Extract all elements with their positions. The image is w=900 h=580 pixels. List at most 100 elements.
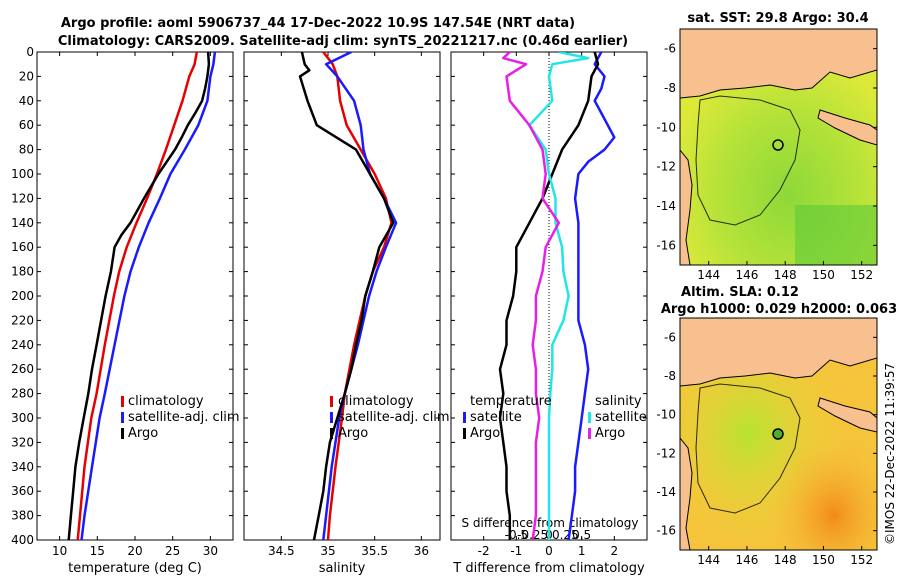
legend-marker-s-satellite (588, 412, 591, 423)
series-line-s-satellite (528, 52, 590, 540)
sst-map-frame (679, 28, 878, 266)
island-land (817, 397, 877, 433)
legend-title-temperature: temperature (470, 394, 552, 409)
sla-map-frame (679, 317, 878, 551)
s-tick-label: 0.25 (552, 528, 579, 542)
map-y-tick-label: -12 (656, 160, 676, 174)
series-line-satellite-adj-clim (322, 52, 398, 540)
map-x-tick-label: 144 (697, 268, 720, 282)
legend-title-salinity: salinity (595, 394, 642, 409)
x-tick-label: -1 (510, 544, 522, 558)
map-x-tick-label: 150 (812, 553, 835, 567)
legend-label-argo: Argo (338, 426, 368, 441)
series-group (298, 52, 398, 540)
legend-marker-climatology (121, 396, 124, 407)
legend-marker-t-satellite (463, 412, 466, 423)
y-tick-label: 300 (11, 411, 34, 425)
x-tick-label: 36 (414, 544, 429, 558)
argo-location-marker (772, 139, 784, 151)
map-x-tick-label: 146 (735, 268, 758, 282)
x-axis-label: salinity (319, 561, 366, 576)
map-y-tick-label: -6 (664, 42, 676, 56)
legend-label-climatology: climatology (128, 394, 204, 409)
y-tick-label: 20 (19, 69, 34, 83)
sst-contour (695, 95, 801, 226)
sst-map-axes: 144 146 148 150 152 -6 -8 -10 -12 -14 -16 (656, 42, 877, 282)
temperature-chart: 0 20 40 60 80 100 120 140 160 180 200 220 240 260 280 3… (11, 45, 233, 576)
y-tick-label: 100 (11, 167, 34, 181)
y-tick-label: 160 (11, 240, 34, 254)
y-tick-label: 60 (19, 118, 34, 132)
y-tick-label: 260 (11, 362, 34, 376)
y-tick-label: 220 (11, 313, 34, 327)
sla-map (680, 318, 877, 550)
map-y-tick-label: -8 (664, 81, 676, 95)
x-axis-label: temperature (deg C) (68, 561, 202, 576)
series-line-argo (67, 52, 211, 540)
map-x-tick-label: 148 (774, 553, 797, 567)
map-y-tick-label: -12 (656, 446, 676, 460)
title-line-2: Climatology: CARS2009. Satellite-adj cli… (58, 34, 628, 49)
map-y-tick-label: -16 (656, 238, 676, 252)
x-tick-label: 20 (127, 544, 142, 558)
y-tick-label: 80 (19, 143, 34, 157)
map-x-tick-label: 152 (850, 268, 873, 282)
series-line-t-satellite (567, 52, 616, 540)
y-tick-label: 180 (11, 265, 34, 279)
australia-land (680, 149, 693, 265)
y-tick-label: 400 (11, 533, 34, 547)
y-tick-label: 340 (11, 460, 34, 474)
s-tick-label: 0.5 (572, 528, 591, 542)
legend-marker-satellite (121, 412, 124, 423)
legend-label-t-satellite: satellite (470, 410, 522, 425)
series-line-climatology (76, 52, 199, 540)
legend-marker-s-argo (588, 428, 591, 439)
temperature-plot-frame (36, 51, 234, 541)
title-line-1: Argo profile: aoml 5906737_44 17-Dec-202… (61, 16, 575, 31)
sst-map-title: sat. SST: 29.8 Argo: 30.4 (687, 11, 868, 26)
legend-marker-t-argo (463, 428, 466, 439)
x-tick-label: 2 (611, 544, 619, 558)
legend-label-t-argo: Argo (470, 426, 500, 441)
legend-label-argo: Argo (128, 426, 158, 441)
y-tick-label: 0 (26, 45, 34, 59)
sla-map-axes: 144 146 148 150 152 -6 -8 -10 -12 -14 -16 (656, 330, 877, 567)
x-tick-label: 25 (165, 544, 180, 558)
sla-contour (695, 383, 801, 514)
y-tick-label: 280 (11, 387, 34, 401)
map-y-tick-label: -10 (656, 408, 676, 422)
series-group (498, 52, 616, 540)
y-tick-label: 360 (11, 484, 34, 498)
y-tick-label: 120 (11, 191, 34, 205)
map-y-tick-label: -14 (656, 199, 676, 213)
map-x-tick-label: 148 (774, 268, 797, 282)
x-tick-label: 15 (90, 544, 105, 558)
y-tick-label: 200 (11, 289, 34, 303)
y-tick-label: 320 (11, 435, 34, 449)
map-y-tick-label: -16 (656, 524, 676, 538)
new-guinea-land (680, 318, 877, 387)
difference-legend: temperature satellite Argo salinity sate… (463, 394, 647, 441)
salinity-plot-frame (243, 51, 441, 541)
legend-marker-argo (121, 428, 124, 439)
y-tick-label: 240 (11, 338, 34, 352)
legend-label-satellite: satellite-adj. clim (128, 410, 240, 425)
argo-location-marker (772, 428, 784, 440)
x-tick-label: -2 (478, 544, 490, 558)
x-tick-label: 35 (320, 544, 335, 558)
sla-map-subtitle: Argo h1000: 0.029 h2000: 0.063 (661, 302, 897, 317)
y-tick-label: 380 (11, 509, 34, 523)
x-tick-label: 34.5 (268, 544, 295, 558)
series-group (67, 52, 217, 540)
legend-label-climatology: climatology (338, 394, 414, 409)
legend-marker-climatology (330, 396, 333, 407)
sla-map-title: Altim. SLA: 0.12 (681, 285, 799, 300)
map-x-tick-label: 152 (850, 553, 873, 567)
series-line-satellite-adj-clim (80, 52, 217, 540)
x-tick-label: 30 (203, 544, 218, 558)
legend-label-satellite: satellite-adj. clim (338, 410, 450, 425)
series-line-t-argo (498, 52, 600, 540)
map-y-tick-label: -6 (664, 330, 676, 344)
